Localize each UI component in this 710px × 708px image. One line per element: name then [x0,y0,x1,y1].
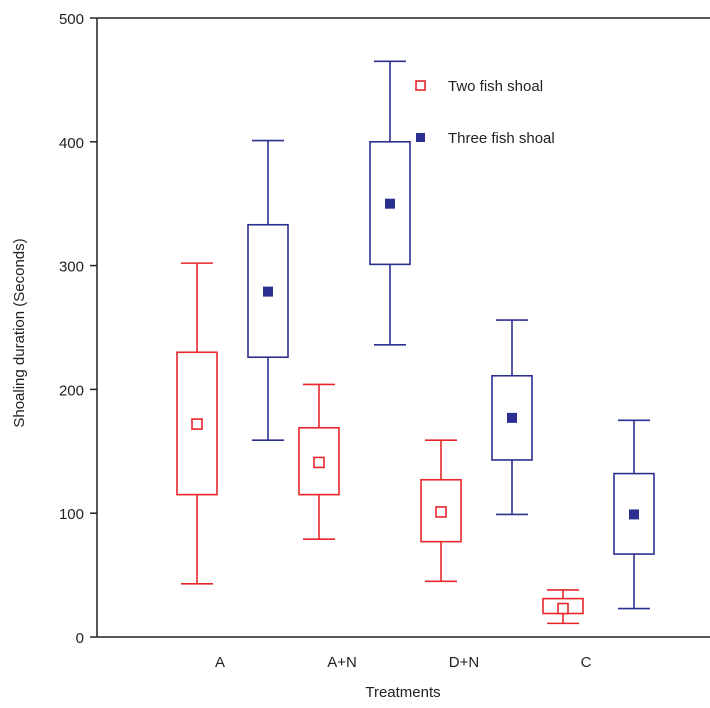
box-rect [176,351,218,496]
box-element [491,319,533,516]
y-tick-label: 0 [76,630,84,647]
y-axis-title: Shoaling duration (Seconds) [11,238,28,427]
box-element [369,60,411,346]
center-marker [385,198,395,209]
box-element [542,589,584,625]
legend-label: Three fish shoal [448,130,555,147]
legend-label: Two fish shoal [448,78,543,95]
center-marker [507,412,517,423]
box-element [298,383,340,540]
axes [96,17,710,638]
x-tick-label: A+N [327,654,357,671]
y-tick-label: 500 [59,11,84,28]
center-marker [191,418,203,430]
center-marker [313,456,325,469]
x-axis-ticks: A A+N D+N C [215,654,592,671]
box-rect [420,478,462,543]
y-tick-label: 200 [59,382,84,399]
y-tick-label: 100 [59,506,84,523]
box-rect [247,223,289,359]
x-tick-label: D+N [449,654,479,671]
box-series [176,262,584,625]
center-marker [435,506,447,518]
center-marker [263,286,273,297]
x-tick-label: C [581,654,592,671]
box-element [247,139,289,441]
box-rect [298,426,340,496]
x-axis-title: Treatments [365,684,440,701]
y-axis-ticks: 0 100 200 300 400 500 [59,11,97,647]
box-element [613,419,655,610]
legend-marker [415,80,426,91]
center-marker [629,509,639,520]
box-rect [369,141,411,266]
box-rect [491,374,533,461]
legend: Two fish shoal Three fish shoal [415,78,555,147]
x-tick-label: A [215,654,225,671]
box-series-group [176,60,655,625]
legend-marker [416,133,425,142]
center-marker [557,602,569,615]
box-series [247,60,655,610]
box-element [176,262,218,585]
box-element [420,439,462,583]
box-rect [613,472,655,555]
y-tick-label: 400 [59,135,84,152]
y-tick-label: 300 [59,259,84,276]
